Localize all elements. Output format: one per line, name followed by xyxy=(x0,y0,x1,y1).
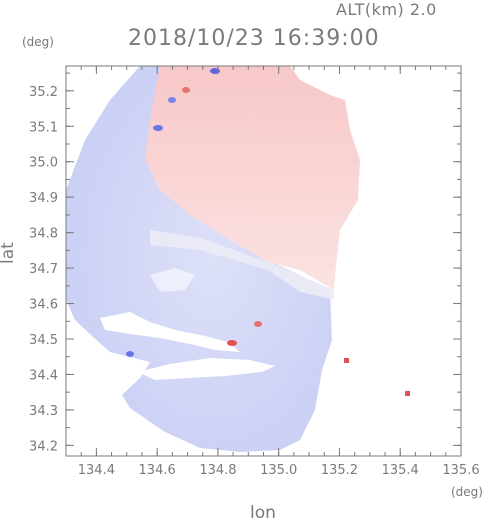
x-tick-label: 134.6 xyxy=(139,463,176,478)
y-tick-label: 35.1 xyxy=(29,120,58,135)
no-echo-gap-2 xyxy=(138,358,275,380)
y-tick-label: 35.0 xyxy=(29,156,58,171)
y-tick-label: 34.2 xyxy=(29,439,58,454)
altitude-label: ALT(km) 2.0 xyxy=(336,0,437,19)
y-axis-unit: (deg) xyxy=(22,35,54,49)
y-tick-label: 34.3 xyxy=(29,404,58,419)
x-tick-label: 135.6 xyxy=(442,463,479,478)
x-axis-ticks: 134.4 134.6 134.8 135.0 135.2 135.4 135.6 xyxy=(65,66,480,478)
y-tick-label: 34.8 xyxy=(29,227,58,242)
strong-receding-cell xyxy=(182,87,190,93)
y-tick-label: 34.6 xyxy=(29,298,58,313)
timestamp-title: 2018/10/23 16:39:00 xyxy=(128,26,380,51)
x-axis-label: lon xyxy=(250,503,276,523)
strong-approaching-cell xyxy=(168,97,176,103)
x-tick-label: 135.2 xyxy=(321,463,358,478)
y-tick-label: 35.2 xyxy=(29,85,58,100)
x-tick-label: 134.4 xyxy=(78,463,115,478)
zero-velocity-band xyxy=(150,230,334,300)
y-tick-label: 34.9 xyxy=(29,191,58,206)
y-axis-ticks: 34.2 34.3 34.4 34.5 34.6 34.7 34.8 34.9 35.0 35.1… xyxy=(29,72,461,454)
x-tick-label: 135.4 xyxy=(382,463,419,478)
no-echo-gap-1 xyxy=(100,312,240,352)
strong-approaching-cell xyxy=(126,351,134,357)
y-tick-label: 34.7 xyxy=(29,262,58,277)
radar-echo-area xyxy=(66,66,410,452)
strong-approaching-cell xyxy=(153,125,163,131)
y-tick-label: 34.4 xyxy=(29,368,58,383)
strong-receding-cell xyxy=(405,391,410,396)
strong-receding-cell xyxy=(227,340,237,346)
x-tick-label: 134.8 xyxy=(199,463,236,478)
strong-receding-cell xyxy=(344,358,349,363)
y-tick-label: 34.5 xyxy=(29,333,58,348)
x-tick-label: 135.0 xyxy=(260,463,297,478)
receding-region xyxy=(145,66,360,290)
no-echo-gap-3 xyxy=(150,268,195,292)
x-axis-unit: (deg) xyxy=(451,485,483,499)
strong-receding-cell xyxy=(254,321,262,327)
strong-approaching-cell xyxy=(210,68,220,74)
